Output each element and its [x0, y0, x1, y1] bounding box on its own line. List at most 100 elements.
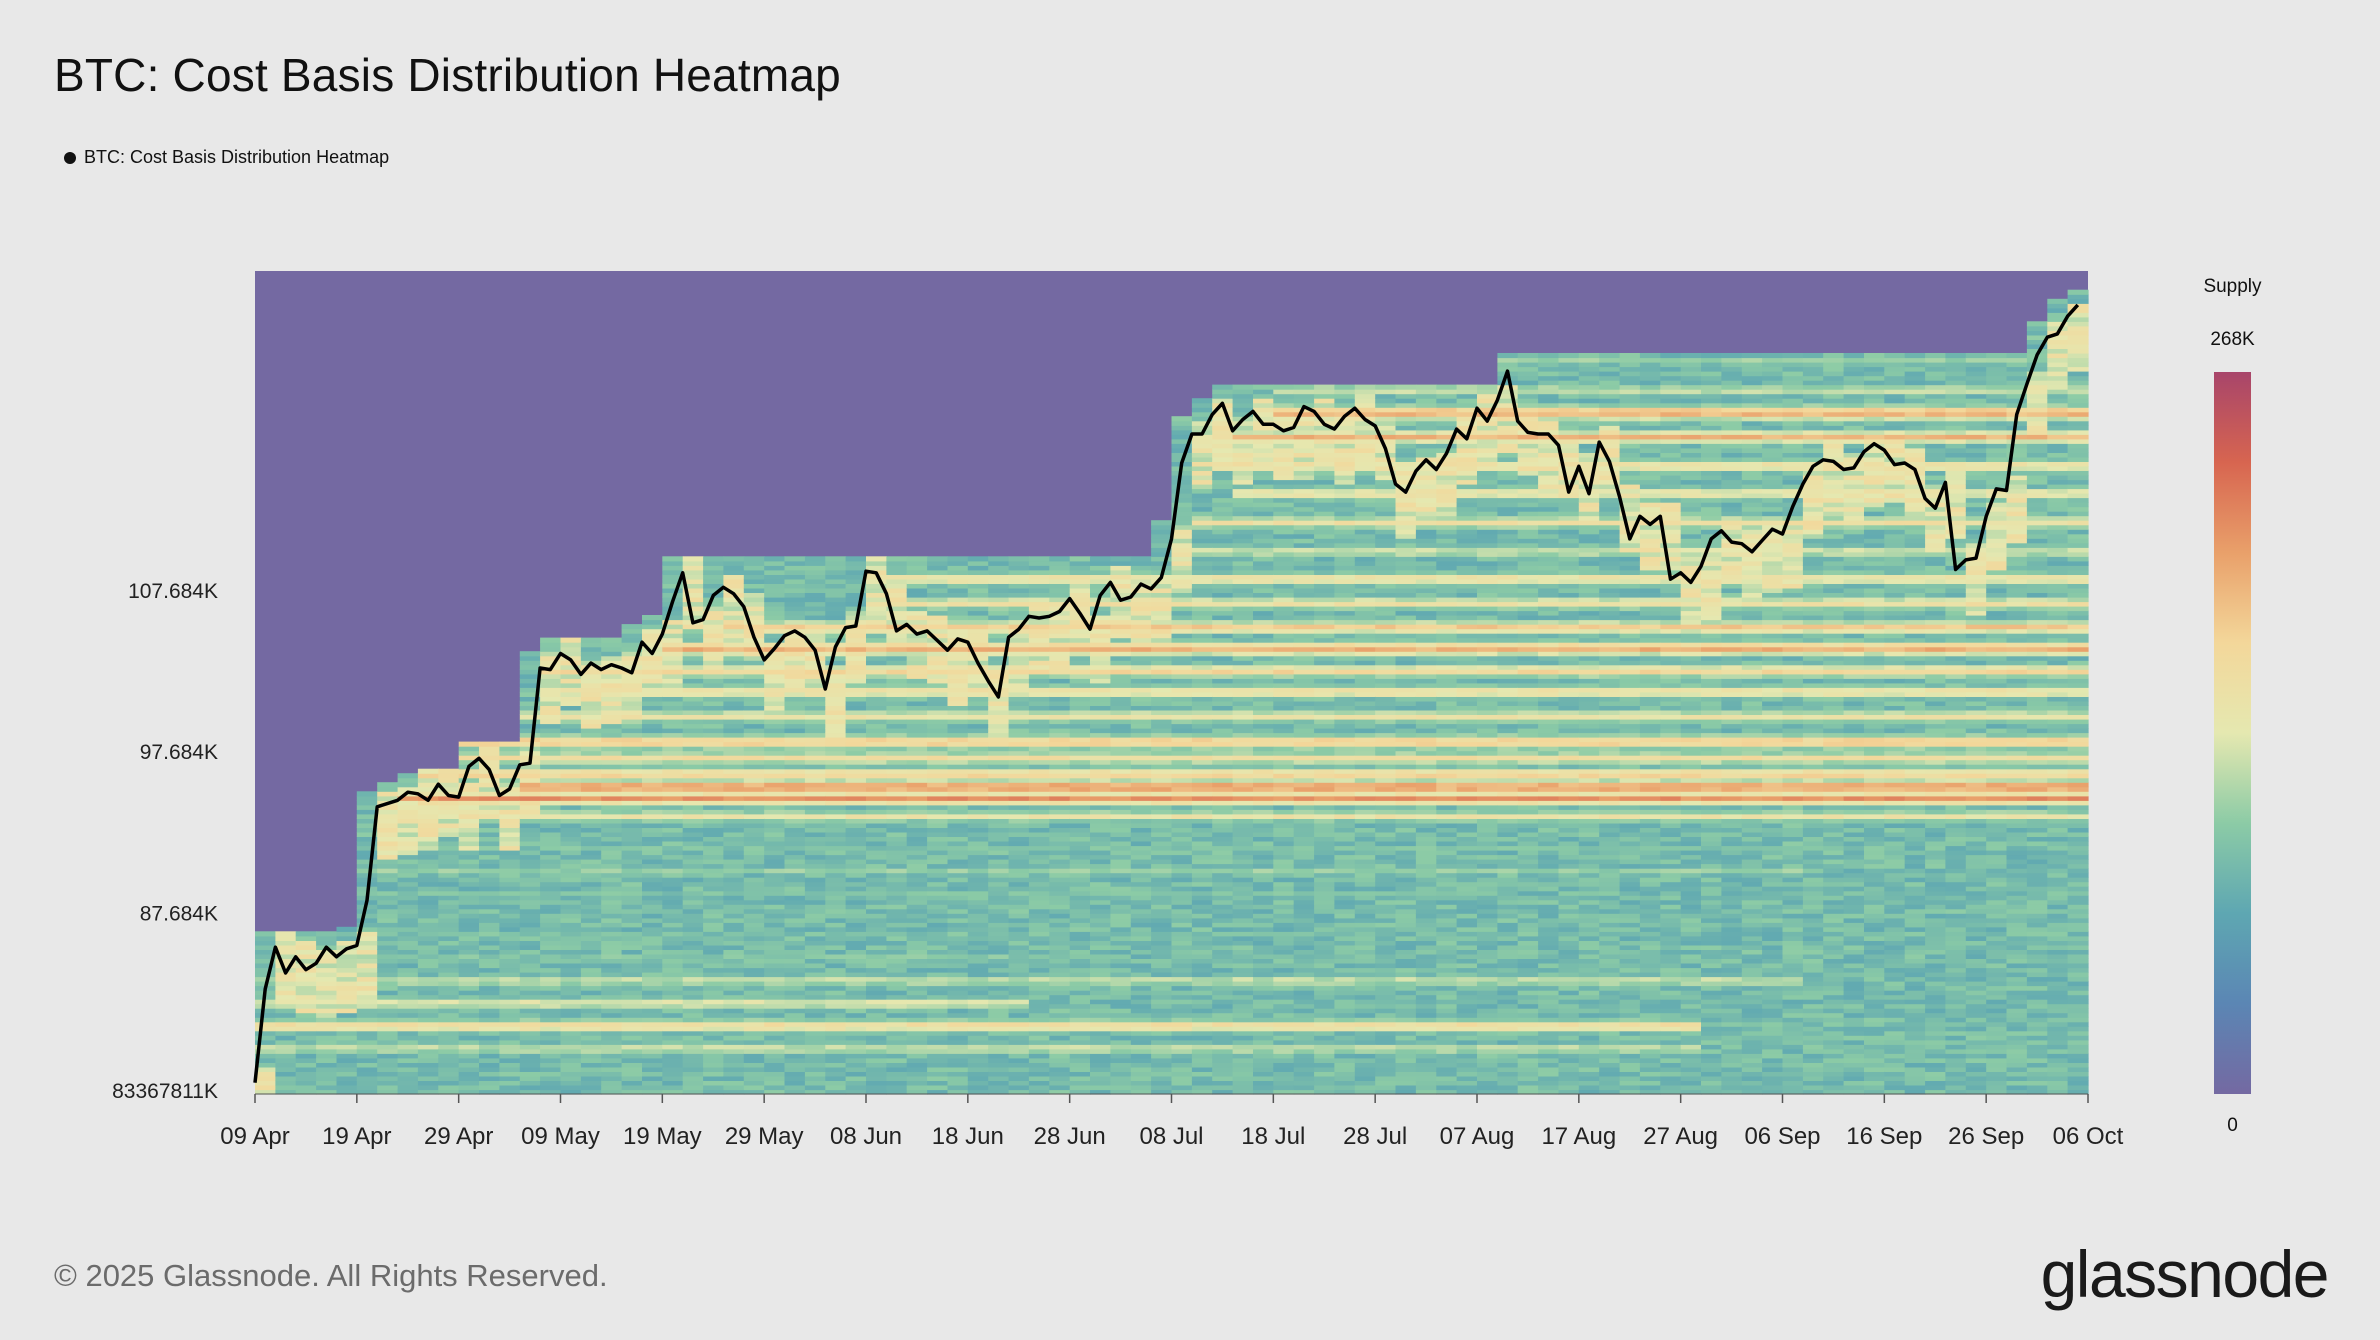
- heatmap-cell: [621, 1035, 643, 1041]
- heatmap-cell: [479, 967, 500, 973]
- heatmap-cell: [927, 827, 949, 833]
- heatmap-cell: [988, 560, 1010, 566]
- heatmap-cell: [784, 813, 806, 819]
- heatmap-cell: [1028, 800, 1050, 806]
- heatmap-cell: [356, 1057, 378, 1063]
- heatmap-cell: [1110, 972, 1132, 978]
- heatmap-cell: [743, 746, 765, 752]
- heatmap-cell: [540, 958, 562, 964]
- heatmap-cell: [906, 917, 928, 923]
- heatmap-cell: [1069, 1066, 1091, 1072]
- heatmap-cell: [927, 922, 949, 928]
- heatmap-cell: [560, 1085, 582, 1091]
- heatmap-cell: [336, 940, 358, 946]
- heatmap-cell: [947, 709, 969, 715]
- heatmap-cell: [1028, 682, 1050, 688]
- legend[interactable]: BTC: Cost Basis Distribution Heatmap: [64, 147, 389, 168]
- heatmap-cell: [1008, 560, 1030, 566]
- heatmap-cell: [927, 994, 949, 1000]
- heatmap-cell: [1110, 872, 1132, 878]
- heatmap-cell: [866, 863, 887, 869]
- heatmap-cell: [927, 714, 949, 720]
- heatmap-cell: [560, 944, 582, 950]
- heatmap-cell: [1191, 709, 1213, 715]
- heatmap-cell: [988, 651, 1010, 657]
- heatmap-cell: [1212, 777, 1234, 783]
- heatmap-cell: [1232, 872, 1254, 878]
- heatmap-cell: [825, 1053, 847, 1059]
- heatmap-cell: [438, 967, 460, 973]
- heatmap-cell: [764, 967, 786, 973]
- heatmap-cell: [1212, 994, 1234, 1000]
- heatmap-cell: [479, 953, 500, 959]
- heatmap-cell: [1171, 1075, 1193, 1081]
- heatmap-cell: [560, 831, 582, 837]
- heatmap-cell: [458, 994, 480, 1000]
- heatmap-cell: [1191, 669, 1213, 675]
- heatmap-cell: [1028, 1048, 1050, 1054]
- heatmap-cell: [438, 872, 460, 878]
- heatmap-cell: [703, 813, 725, 819]
- heatmap-cell: [804, 1066, 826, 1072]
- heatmap-cell: [804, 831, 826, 837]
- heatmap-cell: [356, 917, 378, 923]
- heatmap-cell: [723, 628, 745, 634]
- heatmap-cell: [723, 705, 745, 711]
- heatmap-cell: [906, 850, 928, 856]
- heatmap-cell: [499, 822, 521, 828]
- heatmap-cell: [682, 868, 704, 874]
- heatmap-cell: [1151, 886, 1173, 892]
- heatmap-cell: [723, 877, 745, 883]
- heatmap-cell: [580, 655, 602, 661]
- heatmap-cell: [703, 651, 725, 657]
- heatmap-cell: [560, 691, 582, 697]
- heatmap-cell: [886, 904, 908, 910]
- heatmap-cell: [1110, 741, 1132, 747]
- heatmap-cell: [519, 1089, 541, 1095]
- heatmap-cell: [682, 958, 704, 964]
- heatmap-cell: [662, 985, 684, 991]
- heatmap-cell: [1049, 804, 1071, 810]
- heatmap-cell: [1130, 854, 1152, 860]
- heatmap-cell: [336, 999, 358, 1005]
- heatmap-cell: [560, 1044, 582, 1050]
- heatmap-cell: [866, 764, 887, 770]
- heatmap-cell: [1008, 646, 1030, 652]
- heatmap-cell: [703, 565, 725, 571]
- heatmap-cell: [295, 981, 317, 987]
- heatmap-cell: [988, 696, 1010, 702]
- heatmap-cell: [601, 750, 623, 756]
- heatmap-cell: [1171, 1026, 1193, 1032]
- heatmap-cell: [519, 981, 541, 987]
- heatmap-cell: [336, 926, 358, 932]
- heatmap-cell: [1130, 673, 1152, 679]
- heatmap-cell: [621, 782, 643, 788]
- heatmap-cell: [1008, 746, 1030, 752]
- heatmap-cell: [540, 804, 562, 810]
- heatmap-cell: [1151, 551, 1173, 557]
- heatmap-cell: [479, 877, 500, 883]
- heatmap-cell: [601, 1057, 623, 1063]
- heatmap-cell: [967, 922, 989, 928]
- heatmap-cell: [1130, 831, 1152, 837]
- heatmap-cell: [1069, 1085, 1091, 1091]
- heatmap-cell: [845, 678, 867, 684]
- heatmap-cell: [621, 746, 643, 752]
- heatmap-cell: [866, 750, 887, 756]
- heatmap-cell: [723, 637, 745, 643]
- heatmap-cell: [540, 709, 562, 715]
- heatmap-cell: [601, 890, 623, 896]
- heatmap-cell: [1008, 1017, 1030, 1023]
- heatmap-cell: [845, 1021, 867, 1027]
- heatmap-cell: [499, 1085, 521, 1091]
- heatmap-cell: [967, 1071, 989, 1077]
- heatmap-cell: [1028, 696, 1050, 702]
- heatmap-cell: [1110, 917, 1132, 923]
- heatmap-cell: [1028, 926, 1050, 932]
- heatmap-cell: [642, 709, 663, 715]
- heatmap-cell: [580, 804, 602, 810]
- heatmap-cell: [825, 999, 847, 1005]
- heatmap-cell: [906, 831, 928, 837]
- heatmap-cell: [886, 822, 908, 828]
- heatmap-cell: [947, 687, 969, 693]
